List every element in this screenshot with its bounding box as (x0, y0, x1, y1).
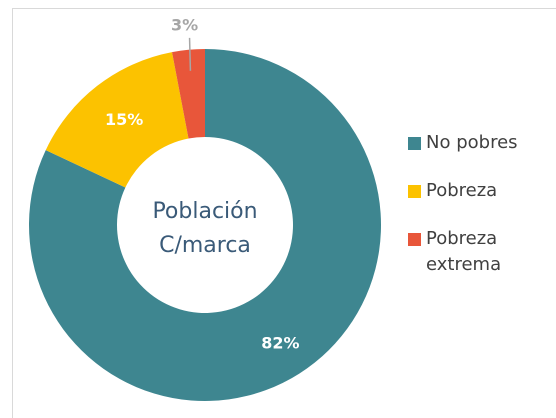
legend-swatch (408, 233, 421, 246)
legend-label: No pobres (426, 132, 518, 153)
slice (28, 49, 381, 401)
legend-item: No pobres (408, 130, 556, 156)
data-label: 3% (171, 15, 198, 34)
slice (172, 49, 205, 139)
data-label: 15% (105, 110, 143, 129)
frame (12, 8, 556, 418)
center-label: Población (152, 199, 257, 224)
legend-label: Pobreza (426, 180, 498, 201)
legend-swatch (408, 137, 421, 150)
slices (28, 49, 381, 401)
center-label: C/marca (159, 233, 251, 258)
legend-item: Pobreza (408, 178, 556, 204)
legend-label: Pobreza extrema (426, 228, 502, 275)
data-label: 82% (261, 333, 299, 352)
legend-item: Pobreza extrema (408, 226, 556, 278)
leader-line (188, 37, 192, 71)
legend: No pobres Pobreza Pobreza extrema (408, 130, 556, 300)
slice (45, 52, 189, 188)
legend-swatch (408, 185, 421, 198)
